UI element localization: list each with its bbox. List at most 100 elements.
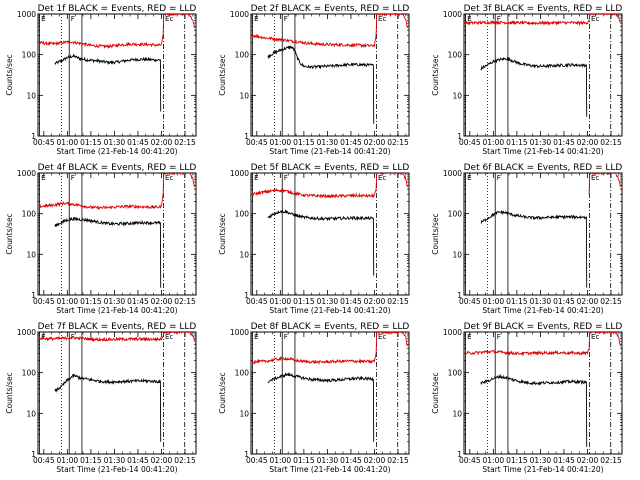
marker-label: Ec bbox=[378, 15, 386, 23]
y-tick-label: 1000 bbox=[17, 10, 36, 19]
y-tick-label: 100 bbox=[235, 369, 250, 378]
plot-frame bbox=[37, 331, 197, 455]
x-tick-label: 01:45 bbox=[127, 297, 149, 306]
x-tick-label: 02:00 bbox=[151, 456, 173, 465]
y-tick-label: 1000 bbox=[230, 169, 249, 178]
detector-panel-3: Det 3f BLACK = Events, RED = LLD 1 10 100 10… bbox=[431, 4, 623, 156]
x-tick-label: 01:15 bbox=[80, 456, 102, 465]
detector-panel-6: Det 6f BLACK = Events, RED = LLD 1 10 100 10… bbox=[431, 163, 623, 315]
x-tick-label: 01:30 bbox=[530, 297, 552, 306]
y-tick-label: 100 bbox=[235, 210, 250, 219]
y-tick-label: 1000 bbox=[443, 10, 462, 19]
y-tick-label: 1 bbox=[31, 291, 36, 300]
x-tick-label: 00:45 bbox=[33, 297, 55, 306]
y-tick-label: 100 bbox=[22, 210, 37, 219]
x-tick-label: 02:15 bbox=[174, 138, 196, 147]
marker-label: F bbox=[71, 15, 75, 23]
y-tick-label: 10 bbox=[452, 91, 462, 100]
y-tick-label: 10 bbox=[26, 409, 36, 418]
marker-label: E bbox=[254, 333, 258, 341]
x-tick-label: 02:15 bbox=[600, 297, 622, 306]
panel-title: Det 8f BLACK = Events, RED = LLD bbox=[251, 322, 410, 332]
x-tick-label: 01:30 bbox=[104, 297, 126, 306]
y-tick-label: 1000 bbox=[17, 328, 36, 337]
marker-label: F bbox=[497, 15, 501, 23]
y-tick-label: 100 bbox=[235, 51, 250, 60]
marker-label: E bbox=[254, 174, 258, 182]
x-tick-label: 01:15 bbox=[293, 456, 315, 465]
x-tick-label: 02:15 bbox=[174, 456, 196, 465]
y-tick-label: 100 bbox=[448, 369, 463, 378]
x-tick-label: 01:15 bbox=[80, 138, 102, 147]
marker-label: F bbox=[71, 174, 75, 182]
x-tick-label: 00:45 bbox=[459, 297, 481, 306]
panel-title: Det 6f BLACK = Events, RED = LLD bbox=[464, 163, 623, 173]
x-tick-label: 00:45 bbox=[33, 456, 55, 465]
x-tick-label: 00:45 bbox=[246, 297, 268, 306]
x-tick-label: 00:45 bbox=[33, 138, 55, 147]
y-axis-label: Counts/sec bbox=[431, 372, 440, 413]
x-axis-label: Start Time (21-Feb-14 00:41:20) bbox=[56, 465, 177, 474]
x-tick-label: 01:45 bbox=[553, 456, 575, 465]
x-axis-label: Start Time (21-Feb-14 00:41:20) bbox=[269, 306, 390, 315]
lld-series-line bbox=[38, 332, 195, 343]
marker-label: Ec bbox=[591, 15, 599, 23]
x-axis-label: Start Time (21-Feb-14 00:41:20) bbox=[56, 147, 177, 156]
x-axis-label: Start Time (21-Feb-14 00:41:20) bbox=[269, 147, 390, 156]
y-tick-label: 1000 bbox=[443, 169, 462, 178]
x-tick-label: 02:00 bbox=[364, 456, 386, 465]
y-tick-label: 10 bbox=[26, 91, 36, 100]
lld-series-line bbox=[38, 173, 195, 210]
y-axis-label: Counts/sec bbox=[431, 54, 440, 95]
x-tick-label: 01:15 bbox=[506, 138, 528, 147]
detector-panel-7: Det 7f BLACK = Events, RED = LLD 1 10 100 10… bbox=[5, 322, 197, 474]
marker-label: F bbox=[284, 333, 288, 341]
y-tick-label: 1000 bbox=[443, 328, 462, 337]
panel-title: Det 9f BLACK = Events, RED = LLD bbox=[464, 322, 623, 332]
marker-label: Ec bbox=[165, 174, 173, 182]
plot-frame bbox=[463, 331, 623, 455]
lld-series-line bbox=[588, 173, 621, 195]
x-axis-label: Start Time (21-Feb-14 00:41:20) bbox=[56, 306, 177, 315]
plot-frame bbox=[463, 172, 623, 296]
lld-series-line bbox=[251, 14, 408, 49]
x-tick-label: 01:15 bbox=[80, 297, 102, 306]
marker-label: Ec bbox=[165, 333, 173, 341]
x-tick-label: 01:00 bbox=[57, 456, 79, 465]
x-tick-label: 02:00 bbox=[577, 138, 599, 147]
panel-title: Det 4f BLACK = Events, RED = LLD bbox=[38, 163, 197, 173]
x-tick-label: 00:45 bbox=[246, 138, 268, 147]
y-tick-label: 10 bbox=[26, 250, 36, 259]
y-axis-label: Counts/sec bbox=[218, 213, 227, 254]
lld-series-line bbox=[251, 173, 408, 199]
x-tick-label: 02:00 bbox=[364, 138, 386, 147]
panel-title: Det 2f BLACK = Events, RED = LLD bbox=[251, 4, 410, 14]
marker-label: Ec bbox=[591, 333, 599, 341]
x-tick-label: 00:45 bbox=[459, 456, 481, 465]
marker-label: F bbox=[497, 174, 501, 182]
x-tick-label: 00:45 bbox=[246, 456, 268, 465]
x-tick-label: 02:00 bbox=[151, 297, 173, 306]
y-tick-label: 1000 bbox=[17, 169, 36, 178]
x-tick-label: 02:15 bbox=[387, 456, 409, 465]
events-series-line bbox=[54, 53, 162, 112]
lld-series-line bbox=[464, 332, 621, 357]
marker-label: F bbox=[284, 174, 288, 182]
y-tick-label: 10 bbox=[452, 250, 462, 259]
events-series-line bbox=[267, 209, 375, 276]
x-tick-label: 02:00 bbox=[577, 297, 599, 306]
panel-title: Det 1f BLACK = Events, RED = LLD bbox=[38, 4, 197, 14]
x-tick-label: 02:15 bbox=[174, 297, 196, 306]
y-axis-label: Counts/sec bbox=[431, 213, 440, 254]
marker-label: F bbox=[497, 333, 501, 341]
x-tick-label: 02:15 bbox=[387, 138, 409, 147]
y-tick-label: 1 bbox=[457, 132, 462, 141]
x-axis-label: Start Time (21-Feb-14 00:41:20) bbox=[269, 465, 390, 474]
y-axis-label: Counts/sec bbox=[5, 213, 14, 254]
lld-series-line bbox=[39, 14, 195, 50]
detector-panel-1: Det 1f BLACK = Events, RED = LLD 1 10 100 10… bbox=[5, 4, 197, 156]
detector-panel-4: Det 4f BLACK = Events, RED = LLD 1 10 100 10… bbox=[5, 163, 197, 315]
x-tick-label: 01:00 bbox=[270, 138, 292, 147]
x-tick-label: 00:45 bbox=[459, 138, 481, 147]
